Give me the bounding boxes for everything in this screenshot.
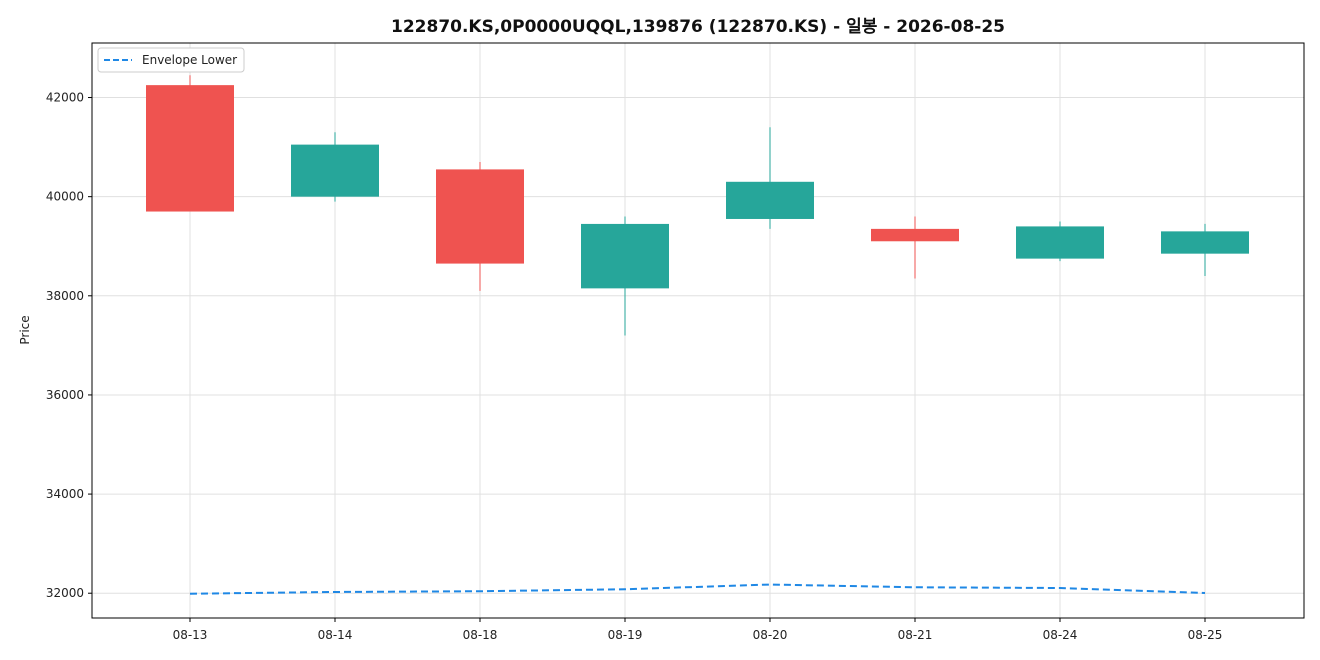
legend-box [97,47,245,73]
y-tick-label: 36000 [46,388,84,402]
plot-area-frame [91,42,1305,619]
y-tick-label: 38000 [46,289,84,303]
y-tick-label: 42000 [46,91,84,105]
x-tick-label: 08-14 [318,628,353,642]
y-tick-label: 34000 [46,487,84,501]
candle-body [871,228,959,242]
candle-body [436,169,524,264]
x-tick-label: 08-21 [898,628,933,642]
candle-body [146,85,234,212]
candles [146,75,1249,336]
legend-label: Envelope Lower [142,53,237,67]
axis-ticks: 32000 34000 36000 38000 40000 42000 08-13 08-14… [46,91,1223,642]
candle-body [581,223,669,289]
grid-lines [92,43,1304,618]
y-axis-label: Price [18,315,32,344]
candle-body [726,181,814,219]
x-tick-label: 08-18 [463,628,498,642]
x-tick-label: 08-25 [1188,628,1223,642]
y-tick-label: 40000 [46,190,84,204]
candle-body [1016,226,1104,259]
y-tick-label: 32000 [46,586,84,600]
chart-title: 122870.KS,0P0000UQQL,139876 (122870.KS) … [391,17,1005,37]
candle-body [291,144,379,197]
series-line [189,583,1206,595]
x-tick-label: 08-19 [608,628,643,642]
envelope-lower-line [189,583,1206,595]
legend: Envelope Lower [97,47,245,73]
x-tick-label: 08-20 [753,628,788,642]
x-tick-label: 08-13 [173,628,208,642]
x-tick-label: 08-24 [1043,628,1078,642]
candle-body [1161,231,1249,254]
